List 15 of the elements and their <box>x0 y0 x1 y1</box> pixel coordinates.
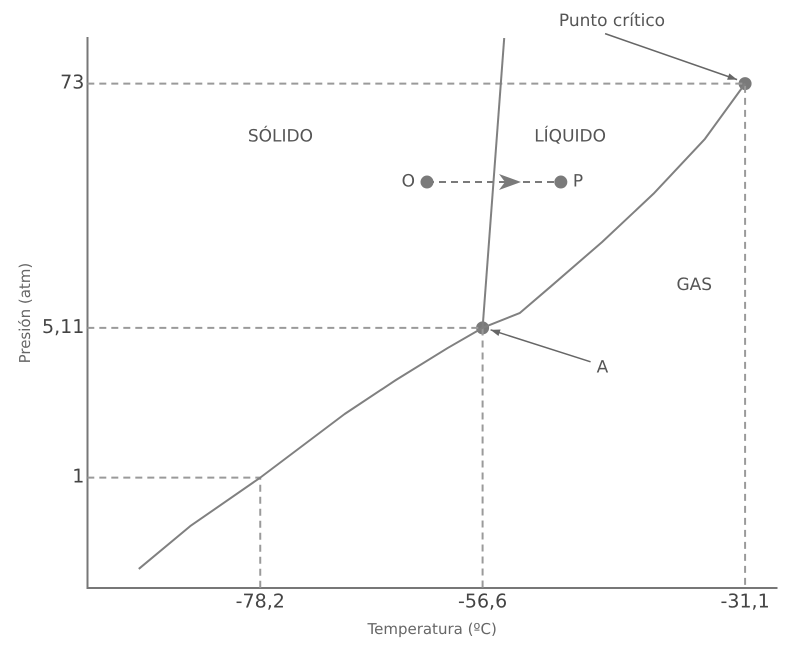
y-tick-label: 1 <box>72 466 84 488</box>
annotation: GAS <box>676 275 712 296</box>
y-axis-title: Presión (atm) <box>16 262 34 364</box>
series-label: P <box>572 171 584 192</box>
annotation: Punto crítico <box>558 11 666 32</box>
x-axis-title: Temperatura (ºC) <box>366 620 497 638</box>
x-tick-label: -78,2 <box>236 590 285 613</box>
series-label: O <box>402 171 416 192</box>
x-tick-label: -31,1 <box>720 590 770 613</box>
annotation: LÍQUIDO <box>534 125 606 146</box>
annotation: SÓLIDO <box>248 125 313 146</box>
y-tick-label: 5,11 <box>42 316 84 338</box>
y-tick-label: 73 <box>60 72 84 94</box>
x-tick-label: -56,6 <box>458 590 508 613</box>
annotation: A <box>596 357 609 378</box>
